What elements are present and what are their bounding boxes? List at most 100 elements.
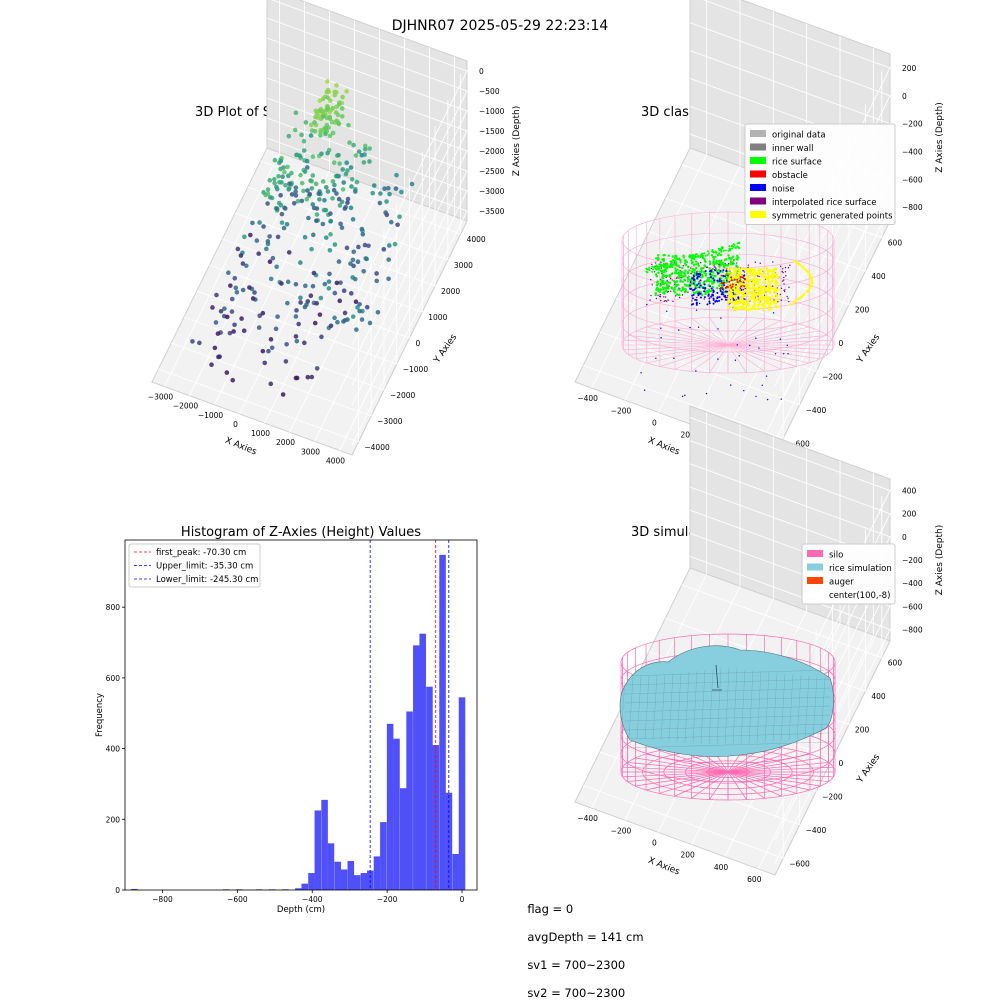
rice-surface-point	[676, 268, 679, 272]
data-point	[280, 174, 285, 180]
interpolated-point	[664, 296, 667, 298]
noise-point	[692, 282, 695, 285]
data-point	[243, 263, 249, 269]
data-point	[260, 310, 266, 316]
rice-surface-point	[684, 269, 687, 272]
rice-surface-point	[664, 281, 667, 284]
symmetric-point	[757, 283, 760, 286]
rice-surface-point	[732, 258, 736, 262]
rice-surface-point	[674, 283, 677, 287]
data-point	[302, 304, 308, 310]
symmetric-point	[746, 292, 750, 296]
data-point	[265, 201, 270, 206]
symmetric-point	[733, 300, 736, 304]
rice-surface-point	[669, 260, 672, 263]
rice-surface-point	[718, 259, 721, 263]
rice-surface-point	[652, 266, 655, 269]
noise-point	[660, 327, 662, 329]
rice-surface-point	[703, 271, 706, 274]
data-point	[336, 196, 342, 202]
y-axis-label: Y Axies	[855, 332, 883, 365]
symmetric-point	[739, 282, 742, 285]
rice-surface-point	[674, 267, 677, 270]
rice-surface-point	[666, 284, 669, 287]
legend-swatch	[750, 197, 766, 205]
noise-point	[720, 298, 723, 301]
data-point	[334, 90, 339, 95]
rice-surface-point	[655, 275, 659, 278]
auger-mark	[712, 664, 722, 691]
data-point	[283, 182, 288, 188]
interpolated-point	[703, 298, 705, 300]
data-point	[278, 192, 283, 198]
rice-surface-point	[729, 258, 732, 261]
data-point	[331, 187, 337, 193]
noise-point	[710, 287, 713, 290]
symmetric-point	[767, 286, 770, 289]
noise-point	[724, 275, 727, 278]
data-point	[306, 215, 311, 221]
interpolated-point	[765, 285, 767, 288]
rice-surface-point	[702, 266, 705, 270]
noise-point	[709, 273, 712, 276]
rice-surface-point	[686, 277, 690, 281]
rice-surface-point	[720, 263, 723, 266]
data-point	[302, 169, 308, 174]
histogram-bar	[321, 799, 328, 890]
rice-surface-point	[677, 273, 681, 277]
noise-point	[695, 370, 697, 372]
y-tick-label: −1000	[403, 365, 429, 374]
noise-point	[717, 328, 719, 330]
data-point	[267, 195, 273, 200]
symmetric-point	[748, 298, 751, 301]
data-point	[232, 275, 238, 281]
legend-label: interpolated rice surface	[772, 198, 877, 208]
data-point	[217, 354, 222, 359]
rice-surface-point	[675, 293, 678, 296]
legend-swatch	[807, 563, 823, 571]
data-point	[289, 192, 295, 197]
data-point	[309, 374, 315, 380]
histogram-bar	[301, 883, 309, 890]
data-point	[308, 178, 313, 183]
data-point	[299, 132, 304, 138]
symmetric-point	[761, 273, 764, 277]
rice-surface-point	[713, 274, 717, 278]
interpolated-point	[742, 289, 745, 291]
interpolated-point	[782, 268, 784, 270]
rice-surface-point	[645, 270, 648, 273]
z-tick-label: −1500	[479, 127, 505, 136]
panel-title: Histogram of Z-Axies (Height) Values	[181, 525, 421, 540]
data-point	[325, 95, 331, 100]
symmetric-point	[763, 281, 767, 284]
interpolated-point	[650, 278, 652, 281]
noise-point	[755, 337, 757, 339]
rice-surface-point	[686, 271, 690, 274]
noise-point	[709, 285, 712, 288]
interpolated-point	[781, 280, 784, 282]
y-tick-label: 0	[839, 759, 844, 768]
symmetric-point	[746, 283, 750, 287]
x-tick-label: 0	[652, 418, 657, 427]
noise-point	[724, 296, 727, 299]
noise-point	[766, 398, 769, 401]
histogram-bar	[308, 873, 315, 890]
rice-surface-point	[656, 254, 660, 257]
noise-point	[692, 302, 695, 305]
data-point	[337, 298, 343, 304]
rice-surface-point	[655, 265, 659, 268]
data-point	[303, 120, 309, 125]
symmetric-point	[810, 281, 814, 285]
interpolated-point	[780, 287, 783, 289]
data-point	[265, 239, 271, 244]
rice-surface-point	[700, 273, 704, 277]
interpolated-point	[699, 274, 702, 277]
rice-surface-point	[663, 274, 666, 278]
data-point	[298, 172, 303, 178]
rice-surface-point	[648, 266, 651, 269]
data-point	[346, 122, 351, 128]
data-point	[250, 296, 256, 301]
data-point	[314, 212, 320, 217]
symmetric-point	[747, 287, 750, 290]
data-point	[327, 133, 333, 139]
